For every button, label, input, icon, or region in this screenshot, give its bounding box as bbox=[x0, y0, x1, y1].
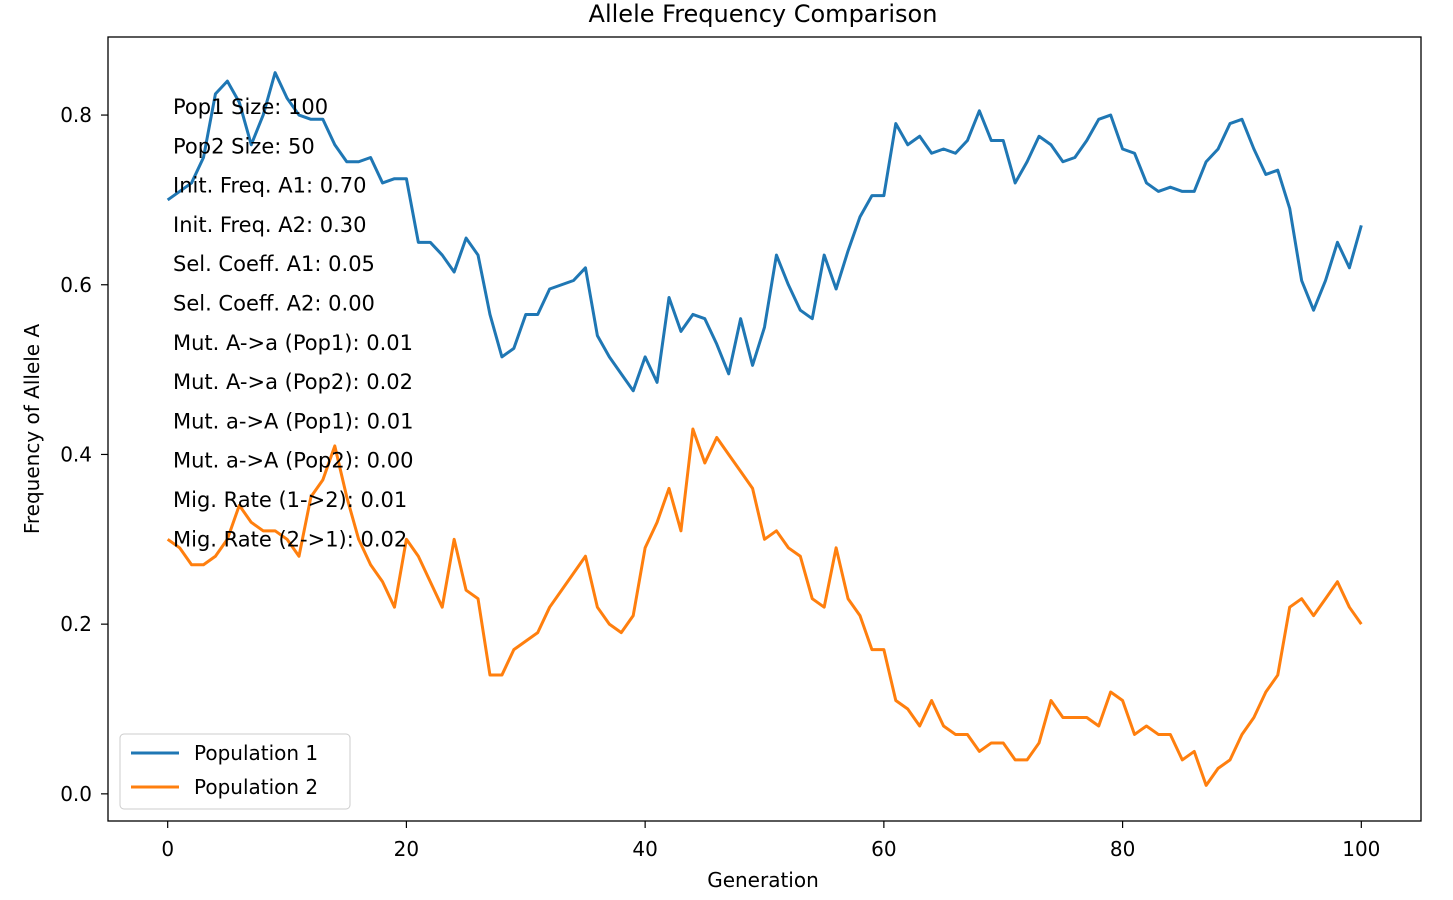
plot-area bbox=[107, 36, 1422, 822]
x-tick-label: 0 bbox=[161, 837, 174, 861]
parameter-annotation-line: Mut. a->A (Pop2): 0.00 bbox=[173, 449, 413, 473]
y-tick-label: 0.2 bbox=[60, 612, 92, 636]
y-tick-label: 0.8 bbox=[60, 103, 92, 127]
legend: Population 1 Population 2 bbox=[119, 733, 351, 810]
legend-label-population-1: Population 1 bbox=[194, 741, 318, 765]
plot-frame bbox=[107, 36, 1422, 822]
x-tick-label: 100 bbox=[1342, 837, 1380, 861]
x-axis-label: Generation bbox=[707, 868, 819, 892]
x-tick-label: 40 bbox=[632, 837, 657, 861]
parameter-annotation-line: Pop2 Size: 50 bbox=[173, 134, 315, 158]
y-tick-label: 0.0 bbox=[60, 782, 92, 806]
chart-title: Allele Frequency Comparison bbox=[589, 0, 938, 28]
x-axis-ticks: 0 20 40 60 80 100 bbox=[161, 821, 1380, 861]
parameter-annotations: Pop1 Size: 100 Pop2 Size: 50 Init. Freq. A… bbox=[173, 95, 413, 551]
series-layer bbox=[166, 71, 1363, 787]
y-tick-label: 0.4 bbox=[60, 442, 92, 466]
series-line-population-2 bbox=[166, 427, 1363, 787]
y-axis-ticks: 0.0 0.2 0.4 0.6 0.8 bbox=[60, 103, 108, 806]
parameter-annotation-line: Mig. Rate (2->1): 0.02 bbox=[173, 527, 407, 551]
parameter-annotation-line: Mut. A->a (Pop1): 0.01 bbox=[173, 331, 413, 355]
parameter-annotation-line: Init. Freq. A2: 0.30 bbox=[173, 213, 366, 237]
parameter-annotation-line: Mig. Rate (1->2): 0.01 bbox=[173, 488, 407, 512]
parameter-annotation-line: Init. Freq. A1: 0.70 bbox=[173, 174, 366, 198]
x-tick-label: 20 bbox=[394, 837, 419, 861]
series-line-population-1 bbox=[166, 71, 1363, 393]
parameter-annotation-line: Mut. A->a (Pop2): 0.02 bbox=[173, 370, 413, 394]
parameter-annotation-line: Pop1 Size: 100 bbox=[173, 95, 328, 119]
parameter-annotation-line: Sel. Coeff. A2: 0.00 bbox=[173, 292, 375, 316]
y-axis-label: Frequency of Allele A bbox=[20, 324, 44, 535]
legend-label-population-2: Population 2 bbox=[194, 775, 318, 799]
x-tick-label: 80 bbox=[1110, 837, 1135, 861]
parameter-annotation-line: Sel. Coeff. A1: 0.05 bbox=[173, 252, 375, 276]
x-tick-label: 60 bbox=[871, 837, 896, 861]
y-tick-label: 0.6 bbox=[60, 273, 92, 297]
parameter-annotation-line: Mut. a->A (Pop1): 0.01 bbox=[173, 409, 413, 433]
